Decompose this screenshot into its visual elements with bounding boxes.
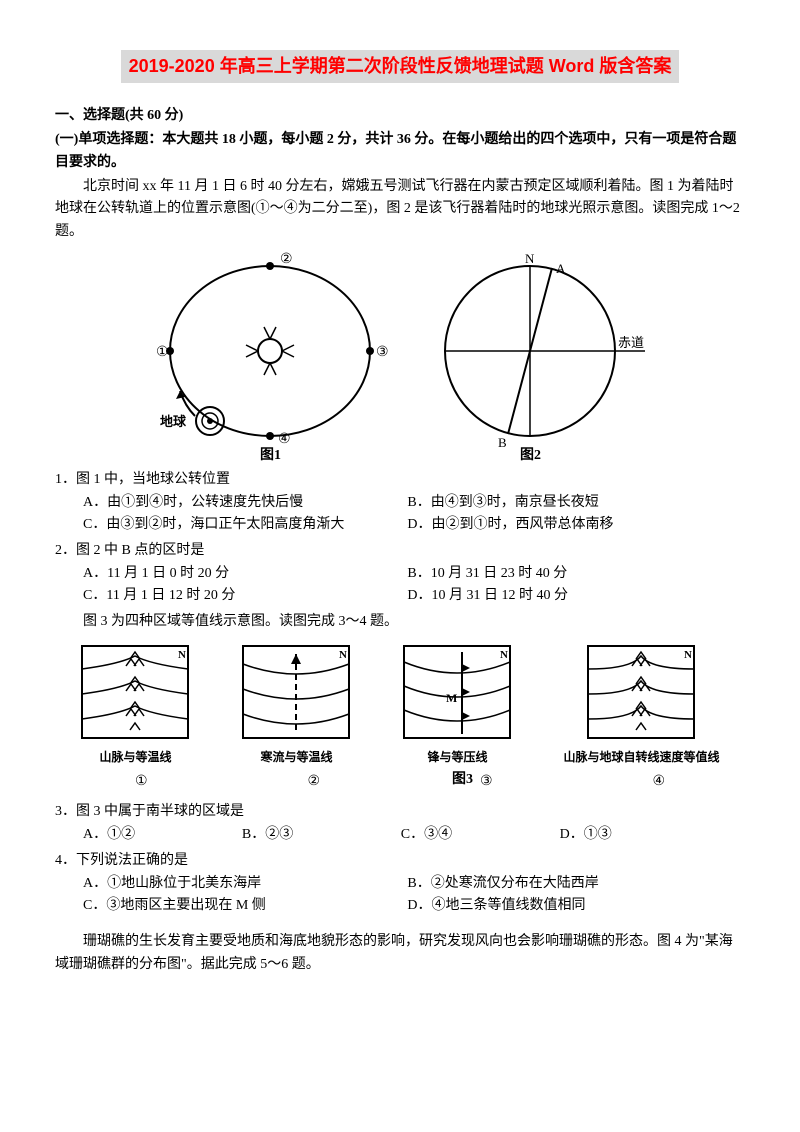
question-3-stem: 3．图 3 中属于南半球的区域是 (55, 801, 745, 823)
svg-text:N: N (178, 649, 186, 661)
figure-3-row: N 山脉与等温线 N 寒流与等温线 N (55, 644, 745, 767)
q2-opt-a: A．11 月 1 日 0 时 20 分 (83, 563, 407, 585)
diagram-2: N 寒流与等温线 (241, 644, 351, 767)
q1-opt-c: C．由③到②时，海口正午太阳高度角渐大 (83, 514, 407, 536)
figures-row-1: ② ① ③ ④ 地球 图1 N A B 赤道 图2 (55, 251, 745, 461)
question-3-options: A．①② B．②③ C．③④ D．①③ (83, 824, 745, 846)
question-4-options: A．①地山脉位于北美东海岸 B．②处寒流仅分布在大陆西岸 C．③地雨区主要出现在… (83, 873, 745, 918)
question-1-stem: 1．图 1 中，当地球公转位置 (55, 469, 745, 491)
q3-opt-a: A．①② (83, 824, 242, 846)
svg-text:N: N (500, 649, 508, 661)
svg-text:N: N (684, 649, 692, 661)
section-heading: 一、选择题(共 60 分) (55, 105, 745, 127)
passage-2: 图 3 为四种区域等值线示意图。读图完成 3～4 题。 (55, 611, 745, 633)
svg-text:N: N (525, 251, 535, 266)
question-2-stem: 2．图 2 中 B 点的区时是 (55, 540, 745, 562)
q3-opt-c: C．③④ (401, 824, 560, 846)
q1-opt-a: A．由①到④时，公转速度先快后慢 (83, 492, 407, 514)
diagram-1: N 山脉与等温线 (80, 644, 190, 767)
q4-opt-a: A．①地山脉位于北美东海岸 (83, 873, 407, 895)
passage-3: 珊瑚礁的生长发育主要受地质和海底地貌形态的影响，研究发现风向也会影响珊瑚礁的形态… (55, 931, 745, 976)
svg-text:②: ② (280, 252, 293, 267)
passage-1: 北京时间 xx 年 11 月 1 日 6 时 40 分左右，嫦娥五号测试飞行器在… (55, 176, 745, 243)
question-4-stem: 4．下列说法正确的是 (55, 850, 745, 872)
svg-text:③: ③ (376, 345, 389, 360)
subsection-heading: (一)单项选择题：本大题共 18 小题，每小题 2 分，共计 36 分。在每小题… (55, 129, 745, 174)
svg-text:图2: 图2 (520, 447, 541, 461)
diagram-4: N 山脉与地球自转线速度等值线 (563, 644, 719, 767)
svg-text:B: B (498, 435, 507, 450)
svg-text:地球: 地球 (160, 414, 187, 429)
figure-1: ② ① ③ ④ 地球 图1 (150, 251, 390, 461)
figure-3-numbers: ① ② 图3 ③ ④ (55, 771, 745, 793)
svg-text:①: ① (156, 345, 169, 360)
q2-opt-d: D．10 月 31 日 12 时 40 分 (407, 585, 731, 607)
svg-text:A: A (556, 261, 566, 276)
document-title: 2019-2020 年高三上学期第二次阶段性反馈地理试题 Word 版含答案 (121, 50, 680, 83)
svg-text:N: N (339, 649, 347, 661)
question-2-options: A．11 月 1 日 0 时 20 分 B．10 月 31 日 23 时 40 … (83, 563, 745, 608)
question-1-options: A．由①到④时，公转速度先快后慢 B．由④到③时，南京昼长夜短 C．由③到②时，… (83, 492, 745, 537)
svg-text:④: ④ (278, 432, 291, 447)
q4-opt-b: B．②处寒流仅分布在大陆西岸 (407, 873, 731, 895)
q4-opt-c: C．③地雨区主要出现在 M 侧 (83, 895, 407, 917)
diagram-3: N M 锋与等压线 (402, 644, 512, 767)
q2-opt-c: C．11 月 1 日 12 时 20 分 (83, 585, 407, 607)
q4-opt-d: D．④地三条等值线数值相同 (407, 895, 731, 917)
svg-text:M: M (446, 691, 457, 705)
svg-text:赤道: 赤道 (618, 335, 644, 350)
q3-opt-d: D．①③ (560, 824, 719, 846)
q2-opt-b: B．10 月 31 日 23 时 40 分 (407, 563, 731, 585)
svg-text:图1: 图1 (260, 447, 281, 461)
figure-2: N A B 赤道 图2 (430, 251, 650, 461)
q1-opt-d: D．由②到①时，西风带总体南移 (407, 514, 731, 536)
q1-opt-b: B．由④到③时，南京昼长夜短 (407, 492, 731, 514)
q3-opt-b: B．②③ (242, 824, 401, 846)
